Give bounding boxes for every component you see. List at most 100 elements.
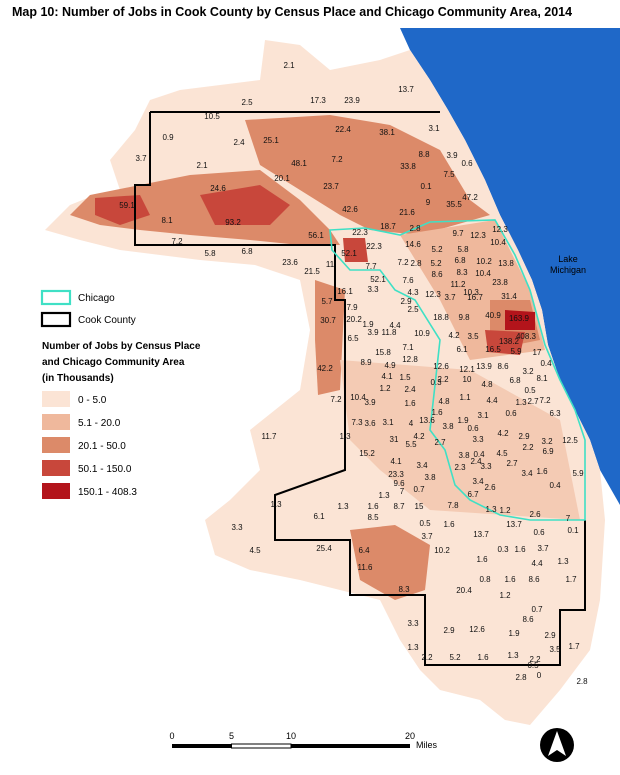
map-label: 1.6 — [443, 520, 455, 529]
map-label: 18.8 — [433, 313, 449, 322]
map-label: 4.5 — [249, 546, 261, 555]
map-label: 6.8 — [241, 247, 253, 256]
legend-label: 20.1 - 50.0 — [78, 441, 126, 452]
map-label: 6.9 — [542, 447, 554, 456]
map-label: 42.2 — [317, 364, 333, 373]
map-label: 7.3 — [351, 418, 363, 427]
map-label: 23.9 — [344, 96, 360, 105]
map-label: 8.6 — [431, 270, 443, 279]
north-pointer — [548, 731, 566, 756]
map-label: 18.7 — [380, 222, 396, 231]
map-label: 2.2 — [421, 653, 433, 662]
region — [485, 330, 525, 355]
map-label: 2.7 — [506, 459, 518, 468]
map-label: 10.3 — [463, 288, 479, 297]
map-label: 13.8 — [498, 259, 514, 268]
map-label: 3.7 — [444, 293, 456, 302]
map-label: 0.5 — [524, 386, 536, 395]
map-label: 23.7 — [323, 182, 339, 191]
map-label: 1.2 — [379, 384, 391, 393]
map-label: 11.6 — [358, 563, 374, 572]
map-label: 3.8 — [458, 451, 470, 460]
map-label: 1.2 — [499, 591, 511, 600]
map-label: 2.7 — [527, 397, 539, 406]
map-label: 11.2 — [451, 280, 467, 289]
map-label: 10.4 — [475, 269, 491, 278]
legend-label: 150.1 - 408.3 — [78, 487, 137, 498]
map-label: 6.8 — [454, 256, 466, 265]
map-label: 5.7 — [321, 297, 333, 306]
map-label: 0.6 — [533, 528, 545, 537]
map-label: 4.5 — [496, 449, 508, 458]
map-label: 2.1 — [283, 61, 295, 70]
map-label: 7.5 — [443, 170, 455, 179]
map-label: 12.3 — [425, 290, 441, 299]
legend-label: Cook County — [78, 315, 136, 326]
legend-title: Number of Jobs by Census Place — [42, 341, 201, 352]
map-label: 8.9 — [360, 358, 372, 367]
scale-label: 10 — [286, 731, 296, 741]
legend-swatch — [42, 414, 70, 430]
map-label: 52.1 — [341, 249, 357, 258]
map-label: 12.3 — [492, 225, 508, 234]
map-label: 1.3 — [485, 505, 497, 514]
map-label: 3.9 — [446, 151, 458, 160]
map-label: 2.3 — [454, 463, 466, 472]
map-label: 4.8 — [438, 397, 450, 406]
map-label: 8.6 — [522, 615, 534, 624]
map-label: 0.3 — [430, 378, 442, 387]
map-label: 12.1 — [459, 365, 475, 374]
map-label: 4.3 — [407, 288, 419, 297]
map-label: 0.9 — [162, 133, 174, 142]
map-label: 1.3 — [378, 491, 390, 500]
map-label: 4.8 — [481, 380, 493, 389]
map-label: 408.3 — [516, 332, 537, 341]
map-label: 0.5 — [419, 519, 431, 528]
map-label: 0.6 — [461, 159, 473, 168]
map-label: 1.3 — [339, 432, 351, 441]
map-label: 3.3 — [231, 523, 243, 532]
map-label: 2.7 — [434, 438, 446, 447]
map-label: 4.2 — [497, 429, 509, 438]
region — [315, 280, 345, 395]
map-label: 7.7 — [365, 262, 377, 271]
map-label: 5.9 — [572, 469, 584, 478]
map-label: 17.3 — [310, 96, 326, 105]
map-label: 2.9 — [443, 626, 455, 635]
map-label: 31.4 — [501, 292, 517, 301]
map-label: 2.5 — [241, 98, 253, 107]
map-label: 3.3 — [480, 462, 492, 471]
map-label: 0.1 — [420, 182, 432, 191]
map-label: 13.7 — [506, 520, 522, 529]
map-label: 2.8 — [409, 224, 421, 233]
map-label: 30.7 — [320, 316, 336, 325]
map-label: 22.4 — [335, 125, 351, 134]
map-label: 9.8 — [458, 313, 470, 322]
map-label: 0.1 — [567, 526, 579, 535]
map-label: 7.9 — [346, 303, 358, 312]
map-label: 3.9 — [364, 398, 376, 407]
map-label: 3.4 — [521, 469, 533, 478]
map-label: 20.1 — [274, 174, 290, 183]
map-label: 1.5 — [399, 373, 411, 382]
map-label: 1.7 — [565, 575, 577, 584]
legend-swatch — [40, 311, 72, 328]
legend-title: and Chicago Community Area — [42, 357, 185, 368]
map-label: 8.6 — [497, 362, 509, 371]
map-label: 59.1 — [119, 201, 135, 210]
map-label: 22.3 — [366, 242, 382, 251]
region — [95, 195, 150, 225]
scale-segment — [291, 744, 410, 748]
map-label: 1.6 — [536, 467, 548, 476]
legend-swatch — [42, 460, 70, 476]
map-label: 17 — [533, 348, 542, 357]
map-label: 10.9 — [414, 329, 430, 338]
map-label: 4 — [409, 419, 414, 428]
map-label: 3.4 — [416, 461, 428, 470]
legend-label: Chicago — [78, 293, 115, 304]
map-label: 6.8 — [509, 376, 521, 385]
map-label: 33.8 — [400, 162, 416, 171]
map-label: 13.9 — [476, 362, 492, 371]
map-label: 2.4 — [470, 457, 482, 466]
